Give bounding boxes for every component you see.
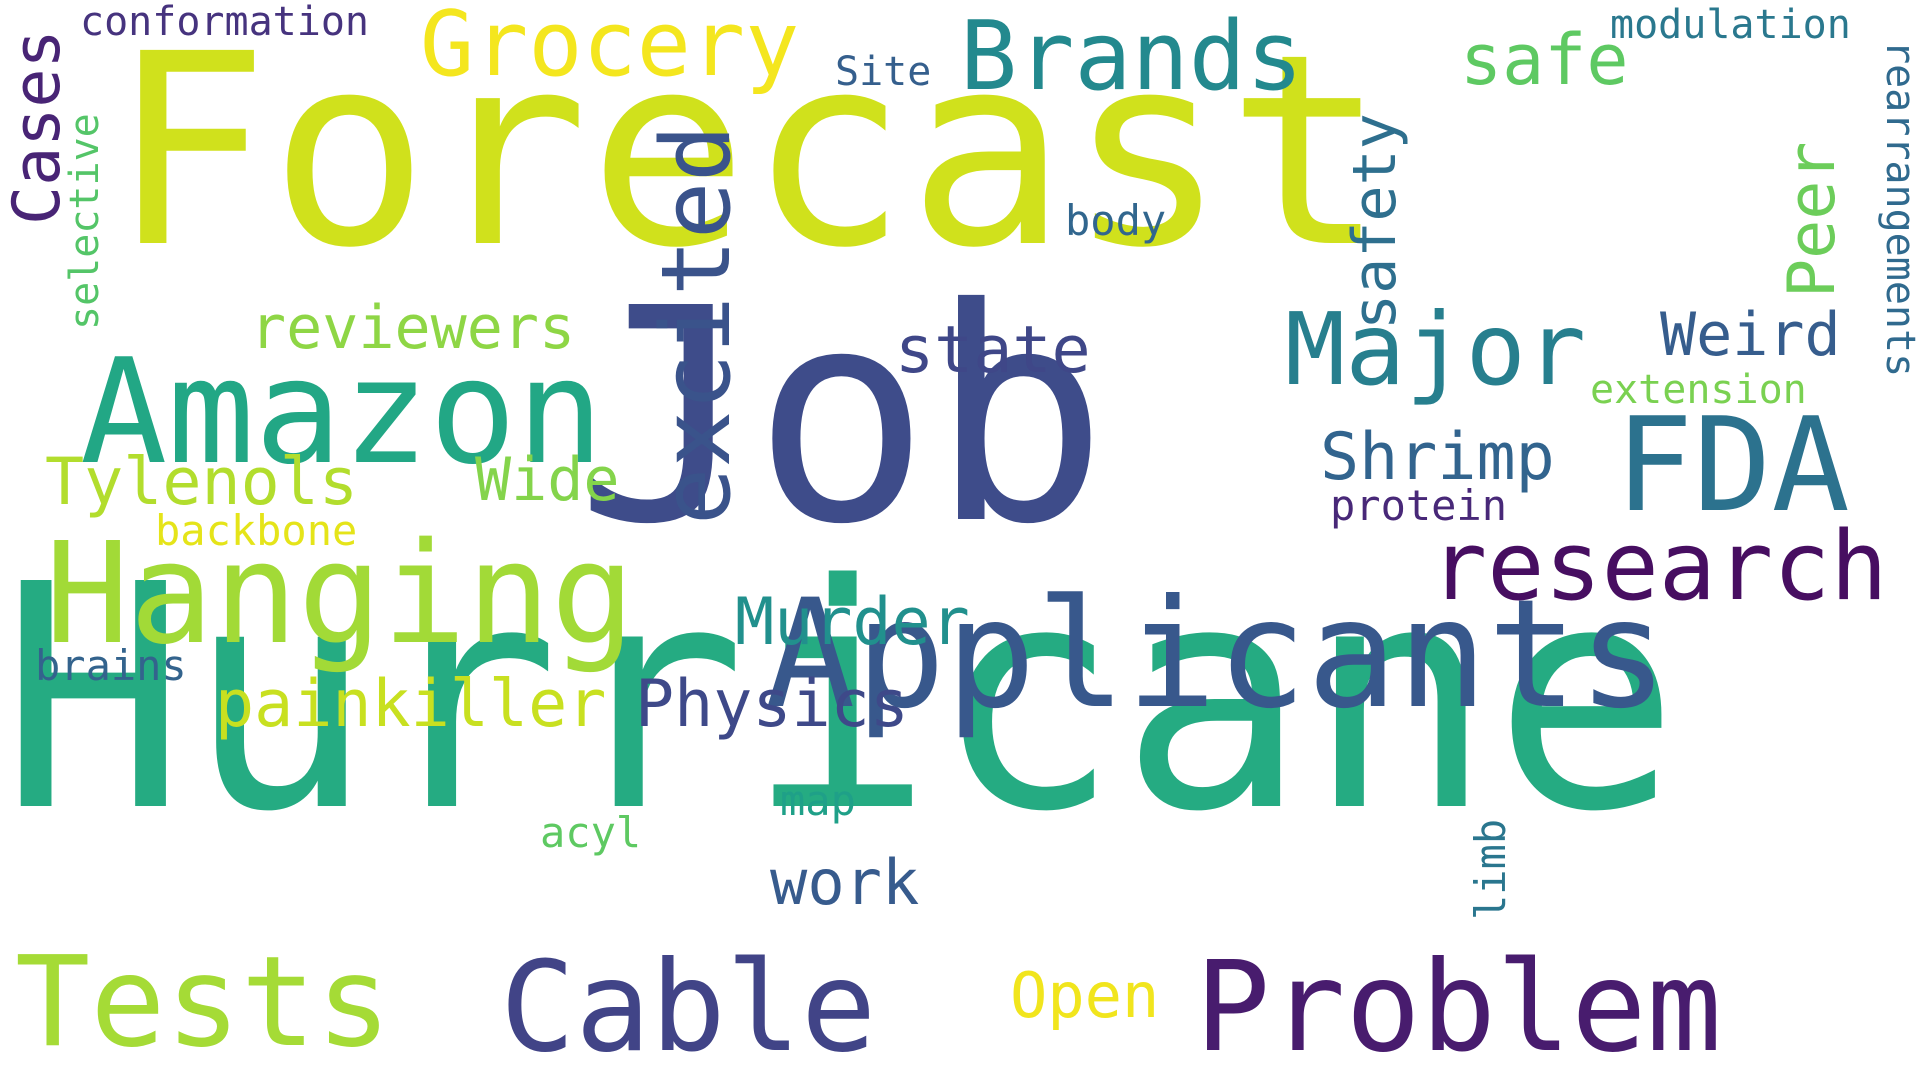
word-protein: protein [1330, 481, 1508, 530]
word-grocery: Grocery [420, 0, 800, 97]
word-safe: safe [1460, 19, 1629, 101]
word-acyl: acyl [540, 808, 642, 857]
word-cases: Cases [0, 29, 75, 225]
word-hurricane: Hurricane [0, 519, 1680, 880]
word-rearrangements: rearrangements [1877, 40, 1920, 378]
word-open: Open [1010, 959, 1160, 1032]
word-murder: Murder [735, 585, 970, 660]
word-job: Job [575, 245, 1108, 589]
word-excited: safety [1340, 113, 1410, 330]
word-painkiller: painkiller [215, 667, 607, 742]
word-modulation: modulation [1610, 2, 1851, 48]
word-hanging: Hanging [45, 513, 636, 676]
word-tests: Tests [15, 930, 392, 1075]
word-research: research [1430, 512, 1888, 622]
word-applicants: Applicants [765, 568, 1669, 742]
word-limb: limb [1466, 818, 1515, 920]
word-state: state [895, 313, 1091, 388]
word-physics: Physics [635, 667, 909, 742]
word-backbone: backbone [155, 506, 358, 555]
word-tylenols: Tylenols [45, 445, 359, 520]
word-problem: Problem [1195, 935, 1722, 1080]
word-work: work [770, 846, 920, 919]
word-site: Site [835, 49, 932, 95]
word-forecast: Forecast [110, 0, 1387, 306]
word-brands: Brands [960, 2, 1304, 112]
word-selective: selective [62, 113, 108, 330]
word-brains: brains [35, 641, 187, 690]
word-body: body [1065, 196, 1167, 245]
word-map: map [780, 776, 856, 825]
word-cable: Cable [500, 935, 877, 1080]
word-extension: extension [1590, 367, 1807, 413]
word-wide: Wide [475, 445, 620, 515]
word-conformation: conformation [80, 0, 369, 45]
word-major: Major [1285, 291, 1587, 408]
word-weird: Weird [1660, 300, 1841, 370]
word-safety: Shrimp [1320, 420, 1555, 495]
word-peer: Peer [1775, 141, 1850, 298]
word-amazon: Amazon [80, 328, 604, 497]
word-reviewers: reviewers [250, 293, 576, 363]
word-fda: FDA [1615, 389, 1850, 541]
word-shrimp: excited [642, 124, 752, 525]
